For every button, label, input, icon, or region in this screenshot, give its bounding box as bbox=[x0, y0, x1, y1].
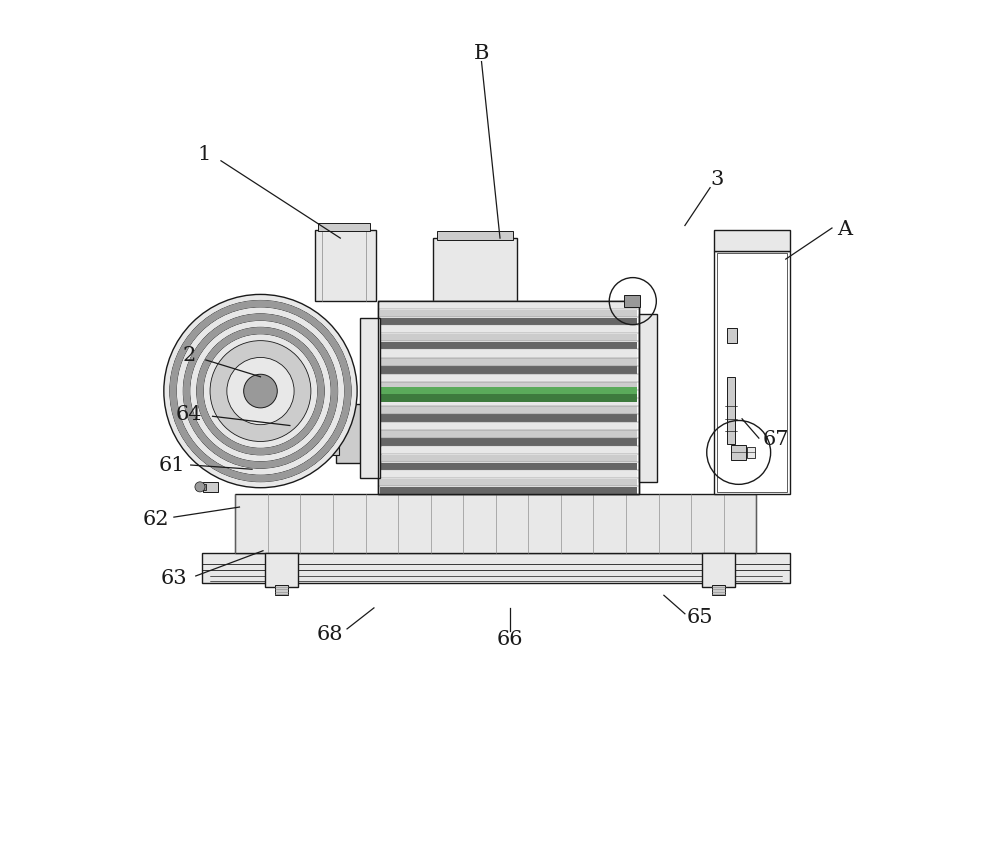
Bar bbox=[380, 486, 637, 494]
Bar bbox=[380, 422, 637, 430]
Polygon shape bbox=[197, 327, 324, 455]
Text: B: B bbox=[474, 44, 489, 63]
Bar bbox=[380, 382, 637, 390]
Bar bbox=[747, 447, 755, 459]
Bar bbox=[437, 231, 513, 239]
Text: 66: 66 bbox=[497, 630, 523, 650]
Bar bbox=[380, 326, 637, 333]
Text: 62: 62 bbox=[142, 510, 169, 529]
Circle shape bbox=[227, 358, 294, 425]
Circle shape bbox=[210, 341, 311, 442]
Bar bbox=[380, 390, 637, 398]
Bar bbox=[360, 318, 380, 478]
Bar bbox=[380, 358, 637, 365]
Bar bbox=[380, 454, 637, 462]
Text: 1: 1 bbox=[197, 145, 211, 163]
Text: A: A bbox=[837, 220, 852, 239]
Circle shape bbox=[164, 294, 357, 487]
Polygon shape bbox=[170, 300, 351, 482]
Polygon shape bbox=[183, 314, 338, 469]
Bar bbox=[203, 482, 218, 492]
Bar bbox=[324, 413, 339, 455]
Bar bbox=[380, 415, 637, 422]
Bar bbox=[318, 223, 370, 231]
Text: 65: 65 bbox=[687, 608, 713, 628]
Circle shape bbox=[195, 482, 205, 492]
Bar bbox=[196, 484, 206, 490]
Bar bbox=[727, 376, 735, 444]
Bar bbox=[717, 253, 787, 492]
Bar bbox=[380, 387, 637, 394]
Bar bbox=[235, 494, 756, 553]
Bar bbox=[714, 250, 790, 494]
Bar bbox=[213, 343, 238, 440]
Bar bbox=[380, 394, 637, 402]
Bar bbox=[714, 230, 790, 250]
Bar bbox=[380, 310, 637, 317]
Bar bbox=[380, 406, 637, 414]
Bar bbox=[624, 295, 640, 307]
Bar bbox=[336, 404, 380, 463]
Bar bbox=[380, 431, 637, 438]
Bar bbox=[731, 445, 746, 460]
Bar bbox=[712, 585, 725, 596]
Bar bbox=[202, 553, 790, 583]
Bar bbox=[639, 314, 657, 482]
Bar bbox=[380, 463, 637, 470]
Bar bbox=[380, 317, 637, 326]
Bar bbox=[380, 438, 637, 446]
Text: 67: 67 bbox=[762, 431, 789, 449]
Bar bbox=[380, 479, 637, 486]
Circle shape bbox=[244, 374, 277, 408]
Bar bbox=[275, 585, 288, 596]
Bar bbox=[380, 374, 637, 382]
Bar bbox=[265, 553, 298, 587]
Bar bbox=[380, 470, 637, 478]
Text: 61: 61 bbox=[159, 455, 186, 475]
Bar bbox=[380, 350, 637, 358]
Bar bbox=[380, 342, 637, 349]
Bar bbox=[380, 301, 637, 309]
Bar bbox=[380, 334, 637, 342]
Bar bbox=[380, 398, 637, 406]
Bar bbox=[380, 366, 637, 374]
Text: 2: 2 bbox=[182, 346, 196, 365]
Bar bbox=[380, 447, 637, 454]
Text: 64: 64 bbox=[176, 405, 202, 424]
Bar bbox=[378, 301, 639, 494]
Bar bbox=[315, 230, 376, 301]
Text: 68: 68 bbox=[317, 625, 343, 645]
Bar bbox=[378, 301, 639, 494]
Text: 63: 63 bbox=[161, 569, 187, 588]
Text: 3: 3 bbox=[710, 170, 724, 189]
Bar bbox=[433, 238, 517, 301]
Bar bbox=[702, 553, 735, 587]
Bar bbox=[727, 328, 737, 343]
